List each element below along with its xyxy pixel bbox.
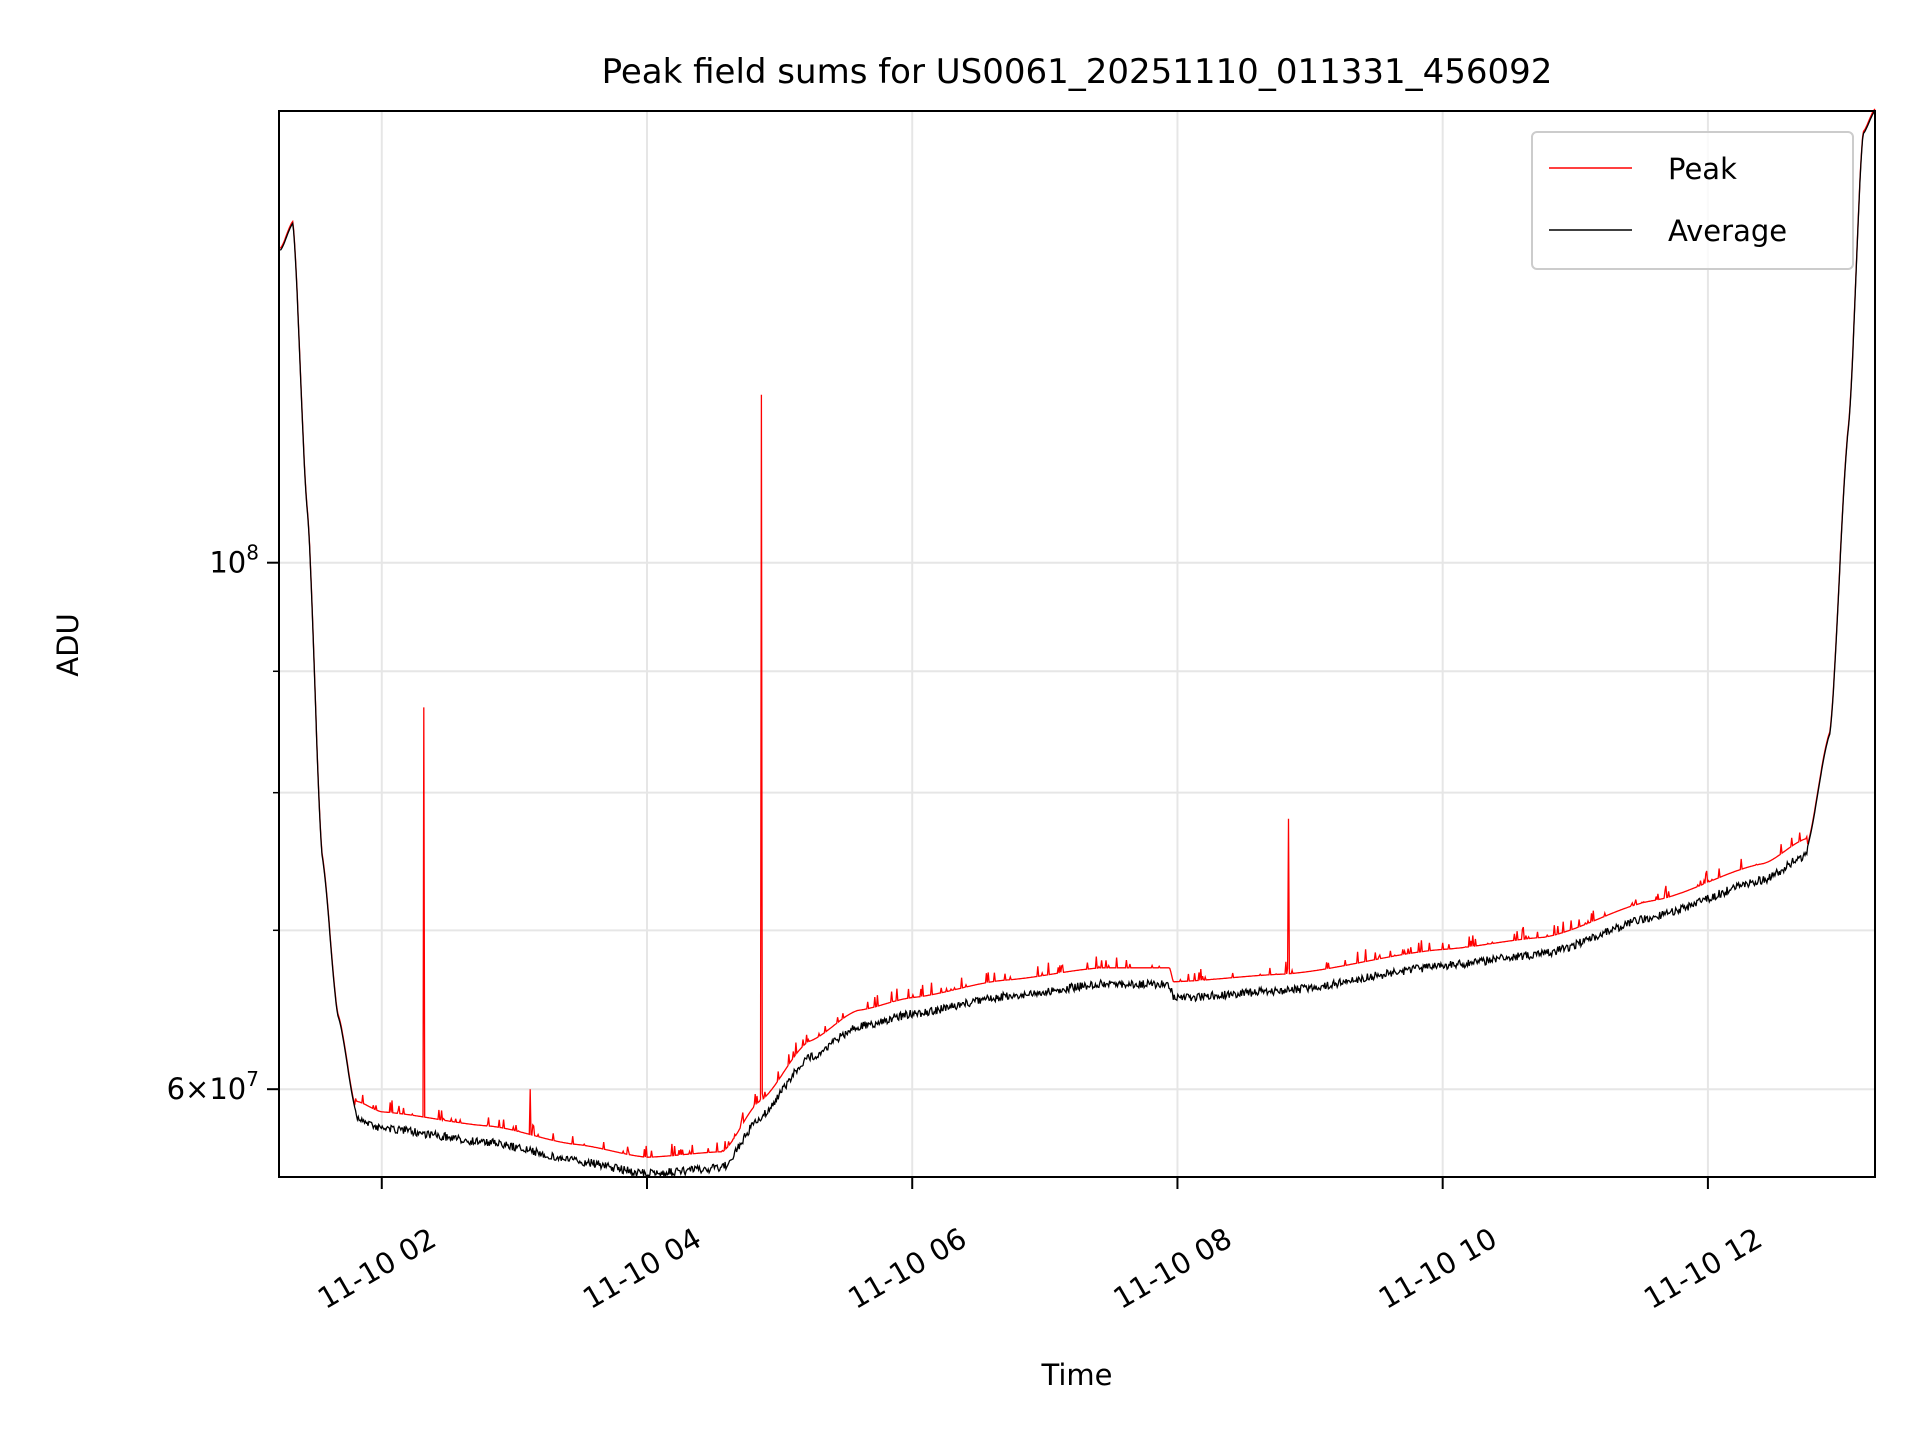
average-series-line bbox=[279, 110, 1876, 1179]
legend: Peak Average bbox=[1531, 131, 1854, 270]
plot-frame bbox=[278, 110, 1876, 1178]
legend-box bbox=[1531, 131, 1854, 270]
peak-series-line bbox=[279, 108, 1876, 1158]
chart-title: Peak field sums for US0061_20251110_0113… bbox=[602, 52, 1553, 92]
legend-average-label: Average bbox=[1668, 214, 1787, 248]
grid bbox=[279, 111, 1875, 1177]
y-tick-label: 6×107 bbox=[167, 1067, 259, 1106]
y-axis-label: ADU bbox=[51, 613, 85, 676]
x-axis-label: Time bbox=[1041, 1358, 1113, 1392]
series-layer bbox=[279, 108, 1876, 1179]
legend-peak-label: Peak bbox=[1668, 152, 1737, 186]
